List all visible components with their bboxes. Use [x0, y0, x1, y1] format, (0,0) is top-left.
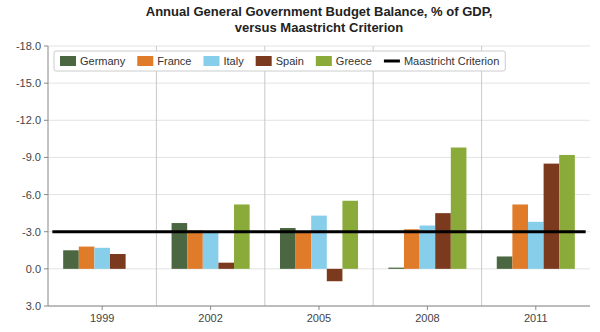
x-tick-label: 2002	[198, 312, 222, 324]
grid-line	[48, 157, 590, 158]
series	[110, 164, 559, 282]
reference-line	[52, 230, 585, 233]
y-tick-label: -12.0	[16, 114, 41, 126]
y-tick	[44, 83, 48, 84]
y-tick	[44, 194, 48, 195]
legend-swatch	[204, 56, 220, 66]
group-separators	[156, 46, 481, 306]
bar	[280, 228, 296, 269]
legend-label: Greece	[336, 55, 372, 67]
x-tick	[210, 306, 211, 310]
y-tick	[44, 268, 48, 269]
x-tick	[535, 306, 536, 310]
grid-line	[48, 46, 590, 47]
chart: Annual General Government Budget Balance…	[0, 0, 600, 332]
bar	[172, 223, 188, 269]
y-tick-label: 0.0	[26, 263, 41, 275]
x-tick	[427, 306, 428, 310]
y-tick-label: -18.0	[16, 40, 41, 52]
y-tick-label: -15.0	[16, 77, 41, 89]
legend-box	[54, 51, 505, 71]
bar	[79, 247, 95, 269]
bar	[544, 164, 560, 269]
legend: Germany France Italy Spain Greece Maastricht …	[54, 51, 505, 71]
legend-item: Germany	[60, 55, 126, 67]
bar	[342, 201, 358, 269]
legend-swatch	[256, 56, 272, 66]
bar	[234, 204, 250, 268]
grid-line	[48, 194, 590, 195]
y-tick-label: -3.0	[22, 226, 41, 238]
group-separator	[481, 46, 482, 306]
grid-line	[48, 231, 590, 232]
legend-swatch	[316, 56, 332, 66]
group-separator	[264, 46, 265, 306]
x-tick-label: 2005	[307, 312, 331, 324]
bar	[512, 204, 528, 268]
bar	[203, 232, 219, 269]
legend-label: France	[157, 55, 191, 67]
y-tick	[44, 120, 48, 121]
legend-label: Maastricht Criterion	[404, 55, 499, 67]
legend-swatch	[384, 60, 400, 63]
y-tick-label: 3.0	[26, 300, 41, 312]
x-tick-label: 1999	[90, 312, 114, 324]
plot-area	[52, 148, 585, 282]
x-axis: 1999 2002 2005 2008 2011	[90, 306, 548, 324]
legend-label: Germany	[80, 55, 126, 67]
y-tick	[44, 46, 48, 47]
legend-item: Greece	[316, 55, 372, 67]
x-tick-label: 2008	[415, 312, 439, 324]
title: Annual General Government Budget Balance…	[146, 4, 493, 35]
x-tick-label: 2011	[524, 312, 548, 324]
legend-item: Maastricht Criterion	[384, 55, 499, 67]
bar	[388, 268, 404, 269]
grid-line	[48, 83, 590, 84]
y-tick	[44, 231, 48, 232]
bar	[126, 268, 142, 269]
legend-label: Italy	[224, 55, 245, 67]
x-tick	[319, 306, 320, 310]
y-axis: -18.0 -15.0 -12.0 -9.0 -6.0 -3.0 0.0 3.0	[16, 40, 48, 312]
grid-line	[48, 120, 590, 121]
title-line: Annual General Government Budget Balance…	[146, 4, 493, 19]
legend-item: Spain	[256, 55, 304, 67]
legend-item: Italy	[204, 55, 245, 67]
bar	[110, 254, 126, 269]
legend-swatch	[60, 56, 76, 66]
legend-item: France	[137, 55, 191, 67]
bar	[435, 213, 451, 269]
group-separator	[156, 46, 157, 306]
group-separator	[373, 46, 374, 306]
bar	[187, 230, 203, 268]
bar	[63, 250, 79, 269]
bar	[327, 269, 343, 281]
legend-label: Spain	[276, 55, 304, 67]
bar	[311, 216, 327, 269]
y-axis-line	[48, 46, 49, 306]
series	[94, 216, 543, 269]
bar	[497, 256, 513, 268]
bar	[296, 232, 312, 269]
bar	[559, 155, 575, 269]
y-tick-label: -6.0	[22, 189, 41, 201]
title-line: versus Maastricht Criterion	[235, 20, 403, 35]
legend-swatch	[137, 56, 153, 66]
y-tick	[44, 157, 48, 158]
background	[0, 0, 600, 332]
series	[234, 148, 575, 269]
bar	[218, 263, 234, 269]
bar	[404, 229, 420, 269]
bar	[451, 148, 467, 269]
x-tick	[102, 306, 103, 310]
y-tick-label: -9.0	[22, 151, 41, 163]
bar	[94, 248, 110, 269]
grid	[48, 46, 590, 306]
bar	[528, 222, 544, 269]
y-tick	[44, 306, 48, 307]
